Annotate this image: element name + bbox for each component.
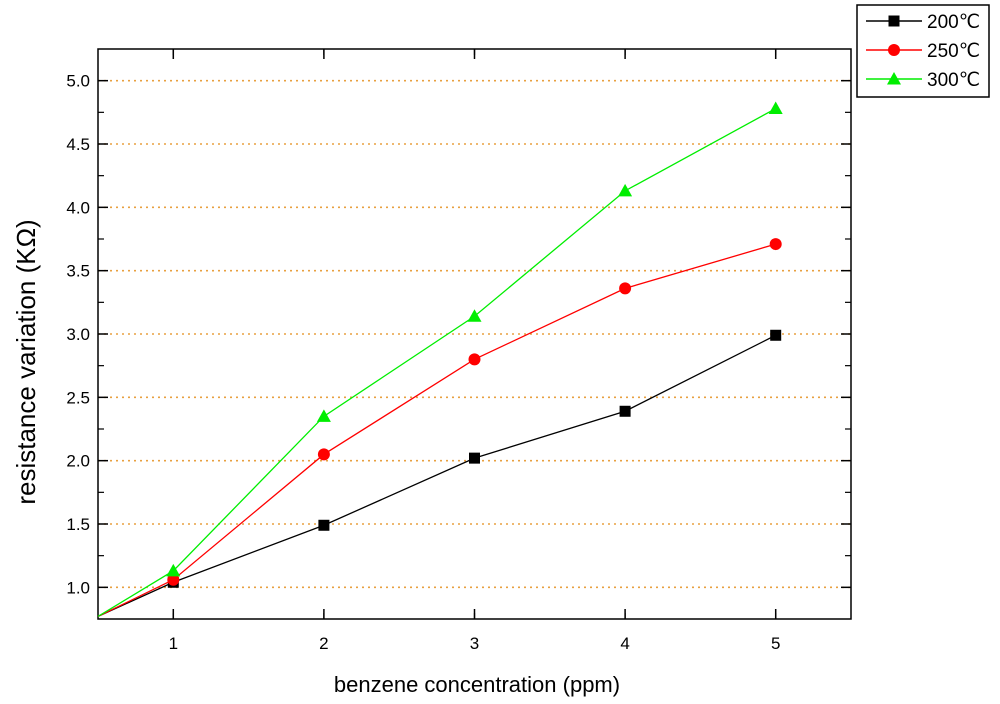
y-tick-label: 2.0	[66, 452, 90, 471]
data-point	[317, 448, 330, 461]
axis-ticks: 1.0 1.5 2.0 2.5 3.0 3.5 4.0 4.5 5.0 1 2 3 4 5	[66, 49, 851, 653]
x-tick-label: 2	[319, 634, 328, 653]
grid-lines	[98, 79, 851, 589]
y-tick-label: 4.0	[66, 198, 90, 217]
x-tick-label: 4	[620, 634, 629, 653]
y-tick-label: 4.5	[66, 135, 90, 154]
y-tick-label: 3.5	[66, 262, 90, 281]
y-tick-label: 3.0	[66, 325, 90, 344]
y-tick-label: 2.5	[66, 388, 90, 407]
legend-label: 250℃	[927, 41, 980, 62]
data-point	[167, 573, 180, 586]
data-point	[619, 282, 632, 295]
x-tick-label: 5	[771, 634, 780, 653]
series-group	[97, 101, 783, 618]
data-point	[770, 329, 782, 341]
data-point	[619, 405, 631, 417]
series-2	[97, 101, 783, 618]
y-tick-label: 1.5	[66, 515, 90, 534]
data-point	[769, 238, 782, 251]
data-point	[166, 563, 181, 577]
x-tick-label: 3	[470, 634, 479, 653]
y-tick-label: 5.0	[66, 72, 90, 91]
legend-label: 200℃	[927, 12, 980, 33]
series-1	[97, 238, 782, 618]
series-0	[97, 329, 782, 618]
y-axis-label: resistance variation (KΩ)	[11, 219, 41, 504]
data-point	[316, 409, 331, 422]
data-point	[318, 519, 330, 531]
series-line	[97, 243, 776, 618]
data-point	[468, 353, 481, 366]
x-axis-label: benzene concentration (ppm)	[334, 672, 620, 697]
legend-marker	[888, 44, 900, 56]
legend-marker	[888, 15, 900, 27]
series-line	[97, 334, 776, 618]
data-point	[467, 309, 482, 322]
legend-marker	[887, 72, 901, 85]
plot-frame	[97, 48, 852, 620]
data-point	[618, 183, 633, 197]
x-tick-label: 1	[169, 634, 178, 653]
y-tick-label: 1.0	[66, 578, 90, 597]
legend-label: 300℃	[927, 70, 980, 91]
data-point	[768, 101, 783, 115]
legend: 200℃ 250℃ 300℃	[856, 4, 990, 98]
series-line	[97, 107, 777, 618]
data-point	[469, 452, 480, 464]
